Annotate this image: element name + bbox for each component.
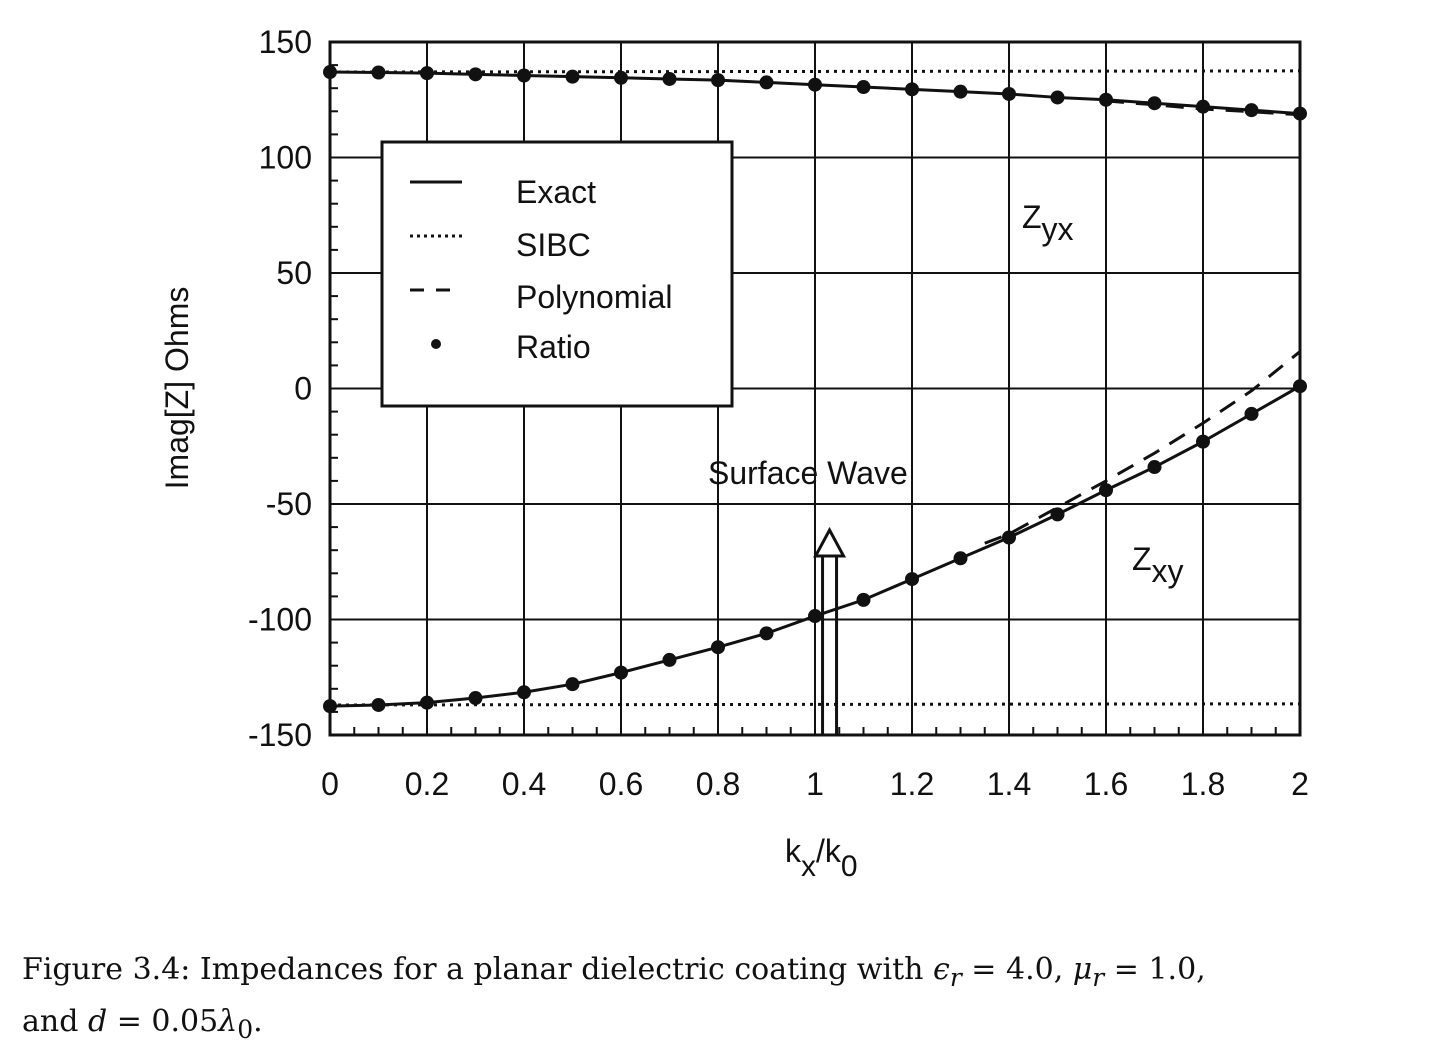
series-zyx-dot-marker-point xyxy=(1196,99,1210,114)
zyx-label: Zyx xyxy=(1022,199,1074,247)
series-zxy-dot-marker-point xyxy=(1099,483,1113,498)
x-axis-label: kx/k0 xyxy=(785,833,858,883)
series-zyx-dot-marker-point xyxy=(711,73,725,88)
series-zxy-dot-marker-point xyxy=(711,640,725,655)
x-tick-label: 1.8 xyxy=(1181,766,1225,802)
y-tick-label: -150 xyxy=(248,717,312,753)
zyx-label-z: Z xyxy=(1022,199,1042,235)
series-zyx-dot-marker-point xyxy=(1002,86,1016,101)
series-zyx-dot-marker-point xyxy=(905,82,919,97)
series-zxy-dot-marker-point xyxy=(371,697,386,712)
y-tick-label: 150 xyxy=(259,24,312,60)
series-zyx-dot-marker-point xyxy=(1244,103,1259,118)
zxy-label-z: Z xyxy=(1132,541,1152,577)
series-zxy-dot-marker-point xyxy=(468,691,483,706)
x-tick-label: 1.2 xyxy=(890,766,934,802)
x-tick-label: 1.6 xyxy=(1084,766,1128,802)
caption-prefix: Figure 3.4: Impedances for a planar diel… xyxy=(22,952,924,987)
x-tick-label: 0.8 xyxy=(696,766,740,802)
series-zyx-dot-marker-point xyxy=(1099,92,1113,107)
y-tick-label: -50 xyxy=(266,486,312,522)
zxy-label: Zxy xyxy=(1132,541,1184,589)
series-zxy-dashed-line xyxy=(984,350,1301,545)
y-tick-label: -100 xyxy=(248,602,312,638)
series-zyx-dot-marker-point xyxy=(468,67,483,82)
x-axis-label-x-sub: x xyxy=(801,850,816,883)
series-zyx-dot-marker-point xyxy=(517,68,531,83)
series-zxy-dot-marker-point xyxy=(1050,507,1065,522)
series-zyx-dot-marker-point xyxy=(614,70,628,85)
series-zxy-dot-marker-point xyxy=(614,665,628,680)
series-zxy-dot-marker-point xyxy=(1002,530,1016,545)
series-zxy-dot-marker-point xyxy=(905,572,919,587)
legend-label-polynomial: Polynomial xyxy=(516,279,673,315)
arrow-head xyxy=(813,526,847,558)
caption-mu-value: 1.0 xyxy=(1148,952,1197,987)
series-zyx-dot-marker-point xyxy=(565,69,580,84)
y-tick-label: 100 xyxy=(259,140,312,176)
zxy-label-sub: xy xyxy=(1152,553,1184,589)
caption-d-value: 0.05 xyxy=(151,1004,219,1039)
x-axis-label-k: k xyxy=(785,833,802,869)
x-tick-label: 0 xyxy=(321,766,339,802)
series-zxy-dot-marker-point xyxy=(953,551,968,566)
series-zxy-dot-marker-point xyxy=(808,609,822,624)
x-axis-label-sep: /k xyxy=(816,833,842,869)
series-zxy-dot-marker-point xyxy=(759,626,774,641)
series-zxy-dot-marker-point xyxy=(662,652,677,667)
series-zyx-dot-marker-point xyxy=(420,66,434,81)
legend-label-ratio: Ratio xyxy=(516,329,591,365)
x-tick-label: 0.6 xyxy=(599,766,643,802)
plot-frame xyxy=(328,40,1302,737)
x-tick-label: 1.4 xyxy=(987,766,1031,802)
surface-wave-label: Surface Wave xyxy=(708,455,908,491)
series-zyx-dot-marker-point xyxy=(808,77,822,92)
caption-eps-value: 4.0 xyxy=(1005,952,1054,987)
legend: Exact SIBC Polynomial Ratio xyxy=(380,140,734,408)
series-zxy-dotted-line xyxy=(329,702,1301,707)
series-zxy-dot-marker-point xyxy=(565,677,580,692)
series-zxy-dot-marker-point xyxy=(1147,460,1162,475)
series-zxy-dot-marker-point xyxy=(1244,406,1259,421)
x-tick-label: 1 xyxy=(806,766,824,802)
caption-conj: and xyxy=(22,1004,79,1039)
series-zyx-dotted-line xyxy=(329,69,1301,74)
x-tick-label: 2 xyxy=(1291,766,1309,802)
legend-swatch-ratio xyxy=(431,339,441,349)
series-zyx-dot-marker-point xyxy=(953,84,968,99)
x-tick-label: 0.2 xyxy=(405,766,449,802)
series-zyx-dot-marker-point xyxy=(856,80,871,95)
series-layer xyxy=(323,65,1307,714)
series-zyx-dot-marker-point xyxy=(759,75,774,90)
series-zxy-dot-marker-point xyxy=(1196,434,1210,449)
zyx-label-sub: yx xyxy=(1042,211,1074,247)
series-zyx-dot-marker-point xyxy=(1147,96,1162,111)
series-zxy-dot-marker-point xyxy=(517,685,531,700)
series-zxy-dot-marker-point xyxy=(856,592,871,607)
tick-labels: 0 0.2 0.4 0.6 0.8 1 1.2 1.4 1.6 1.8 2 -150 -100 -50 0 5… xyxy=(248,24,1309,802)
series-zxy-dot-marker-point xyxy=(420,695,434,710)
x-tick-label: 0.4 xyxy=(502,766,546,802)
series-zyx-dot-marker-point xyxy=(662,71,677,86)
y-tick-label: 0 xyxy=(294,371,312,407)
legend-box xyxy=(380,140,734,408)
legend-label-exact: Exact xyxy=(516,174,596,210)
series-zyx-dot-marker-point xyxy=(371,65,386,80)
y-tick-label: 50 xyxy=(276,255,312,291)
y-axis-label: Imag[Z] Ohms xyxy=(159,287,195,490)
figure-caption: Figure 3.4: Impedances for a planar diel… xyxy=(22,952,1206,1044)
surface-wave-arrow xyxy=(813,526,847,735)
x-axis-label-0-sub: 0 xyxy=(841,850,858,883)
legend-label-sibc: SIBC xyxy=(516,227,591,263)
series-zyx-dot-marker-point xyxy=(1050,90,1065,105)
